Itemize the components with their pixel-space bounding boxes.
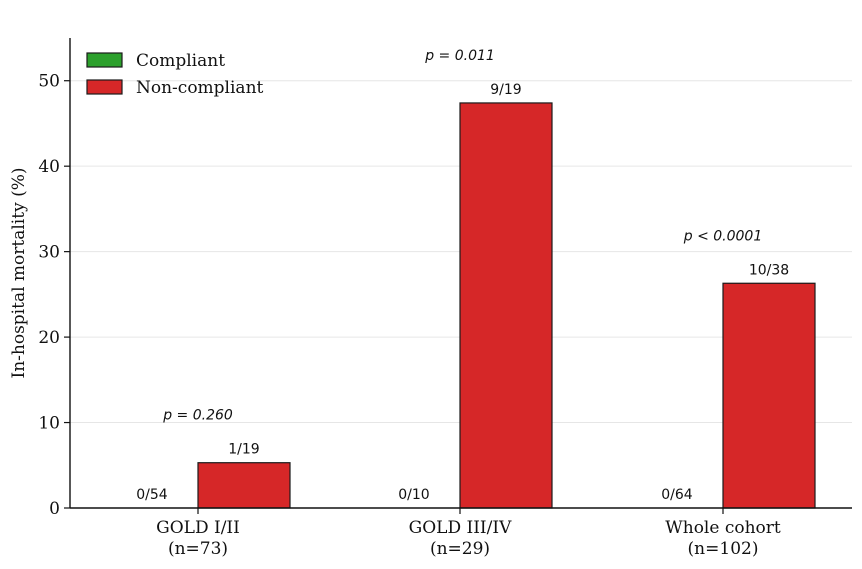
bar-label: 1/19	[228, 442, 259, 458]
legend-swatch	[86, 79, 123, 95]
x-tick-label: Whole cohort	[665, 518, 781, 538]
legend: Compliant Non-compliant	[86, 51, 264, 98]
y-tick-label: 20	[38, 328, 60, 348]
x-tick-label: GOLD III/IV	[409, 518, 512, 538]
bar-label: 0/54	[136, 487, 168, 503]
bar-label: 9/19	[490, 82, 521, 98]
bars	[197, 102, 816, 509]
legend-label: Non-compliant	[136, 78, 264, 98]
p-value-annotations: p = 0.260 p = 0.011 p < 0.0001	[162, 48, 762, 424]
bar-label: 0/10	[398, 487, 429, 503]
y-ticks: 0 10 20 30 40 50	[38, 72, 70, 519]
x-ticks: GOLD I/II(n=73) GOLD III/IV(n=29) Whole co…	[156, 508, 781, 559]
y-tick-label: 50	[38, 72, 60, 92]
y-tick-label: 40	[38, 157, 60, 177]
bar-non-compliant-0	[197, 462, 291, 509]
bar-labels: 0/54 0/10 0/64 1/19 9/19 10/38	[136, 82, 789, 503]
y-axis-title: In-hospital mortality (%)	[9, 167, 29, 378]
bar-label: 10/38	[749, 262, 789, 278]
bar-label: 0/64	[661, 487, 693, 503]
x-tick-label: GOLD I/II	[156, 518, 240, 538]
p-value-label: p < 0.0001	[683, 228, 763, 244]
legend-label: Compliant	[136, 51, 225, 71]
x-tick-sublabel: (n=29)	[430, 539, 490, 559]
y-tick-label: 30	[38, 243, 60, 263]
x-tick-sublabel: (n=73)	[168, 539, 228, 559]
bar-non-compliant-2	[722, 282, 816, 509]
bar-non-compliant-1	[459, 102, 553, 509]
p-value-label: p = 0.011	[424, 48, 495, 64]
y-tick-label: 10	[38, 414, 60, 434]
p-value-label: p = 0.260	[162, 408, 233, 424]
y-tick-label: 0	[49, 499, 60, 519]
legend-swatch	[86, 52, 123, 68]
x-tick-sublabel: (n=102)	[688, 539, 759, 559]
axes	[69, 38, 852, 509]
